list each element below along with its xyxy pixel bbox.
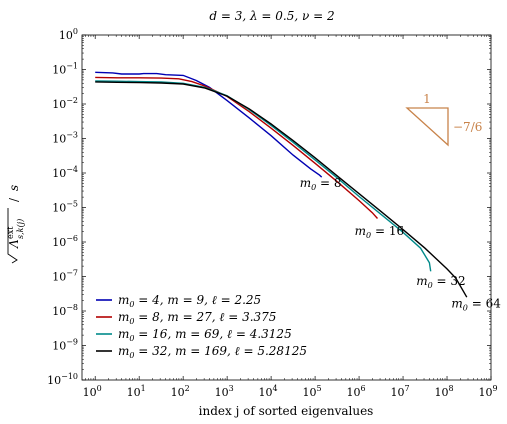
svg-text:ext: ext xyxy=(6,226,15,239)
y-tick-label: 100 xyxy=(59,27,78,42)
x-axis-label: index j of sorted eigenvalues xyxy=(199,404,374,418)
svg-text:s,k(j): s,k(j) xyxy=(16,219,25,239)
slope-run-label: 1 xyxy=(423,92,431,106)
svg-text:Λ: Λ xyxy=(7,239,21,249)
y-axis: 100 10−1 10−2 10−3 10−4 10−5 10−6 10−7 10−8 10−9 1… xyxy=(47,27,491,387)
x-tick-label: 100 xyxy=(83,384,102,399)
annotations: m0 = 8 m0 = 16 m0 = 32 m0 = 64 xyxy=(300,176,502,313)
y-tick-label: 10−6 xyxy=(52,234,78,249)
series-line-1 xyxy=(95,71,323,178)
series-line-3 xyxy=(95,80,432,272)
x-tick-label: 103 xyxy=(215,384,234,399)
x-tick-label: 106 xyxy=(347,384,366,399)
legend-entry-2: m0 = 8, m = 27, ℓ = 3.375 xyxy=(118,310,276,326)
y-tick-label: 10−2 xyxy=(52,96,78,111)
series-end-label: m0 = 32 xyxy=(416,274,465,290)
y-axis-label-radical xyxy=(7,208,18,264)
legend-entry-4: m0 = 32, m = 169, ℓ = 5.28125 xyxy=(118,344,307,360)
y-axis-label: Λ ext s,k(j) / s xyxy=(6,185,25,264)
x-tick-label: 107 xyxy=(390,384,409,399)
series-line-2 xyxy=(95,76,379,219)
x-tick-label: 101 xyxy=(127,384,146,399)
y-tick-label: 10−3 xyxy=(52,131,78,146)
series-end-label: m0 = 8 xyxy=(300,176,342,192)
y-tick-label: 10−1 xyxy=(52,62,78,77)
series-group xyxy=(95,71,468,298)
slope-triangle: 1 −7/6 xyxy=(405,92,482,147)
svg-text:/: / xyxy=(7,197,21,202)
series-end-label: m0 = 64 xyxy=(451,297,501,313)
slope-rise-label: −7/6 xyxy=(453,120,482,134)
series-line-4 xyxy=(95,81,468,298)
y-tick-label: 10−8 xyxy=(52,303,78,318)
y-tick-label: 10−5 xyxy=(52,200,78,215)
legend-entry-1: m0 = 4, m = 9, ℓ = 2.25 xyxy=(118,293,261,309)
x-tick-label: 108 xyxy=(434,384,453,399)
y-tick-label: 10−9 xyxy=(52,338,78,353)
y-tick-label: 10−4 xyxy=(52,165,78,180)
x-axis: 100 101 102 103 104 105 106 107 108 109 xyxy=(83,35,498,399)
series-end-label: m0 = 16 xyxy=(355,224,404,240)
y-tick-label: 10−10 xyxy=(47,372,78,387)
x-tick-label: 102 xyxy=(171,384,190,399)
y-tick-label: 10−7 xyxy=(52,269,78,284)
slope-triangle-shape xyxy=(405,107,449,147)
x-tick-label: 104 xyxy=(259,384,278,399)
x-tick-label: 109 xyxy=(478,384,497,399)
x-tick-label: 105 xyxy=(303,384,322,399)
legend-entry-3: m0 = 16, m = 69, ℓ = 4.3125 xyxy=(118,327,292,343)
chart-title: d = 3, λ = 0.5, ν = 2 xyxy=(209,9,334,23)
svg-text:s: s xyxy=(7,185,21,191)
